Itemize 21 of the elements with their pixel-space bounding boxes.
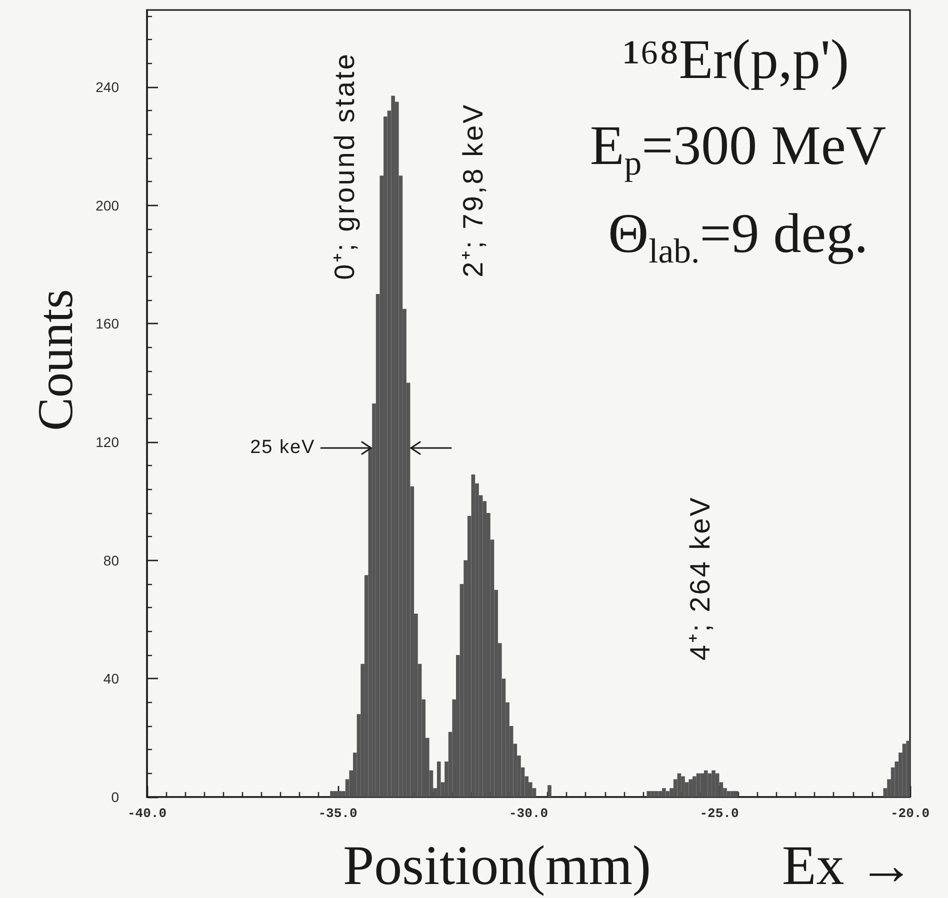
x-tick-label: -30.0 [508,806,548,821]
x-tick-label: -20.0 [890,806,930,821]
y-tick-label: 160 [96,316,120,332]
y-tick-label: 80 [103,552,120,568]
annotation: 0⁺; ground state [328,52,360,280]
y-tick-label: 40 [103,670,120,687]
y-tick-label: 0 [111,789,120,805]
annotation: 4⁺; 264 keV [684,495,715,660]
x-tick-label: -40.0 [127,806,167,821]
x-axis-title: Position(mm) [343,835,652,897]
x-tick-label: -25.0 [700,806,739,821]
x-tick-label: -35.0 [318,806,358,821]
text: E$_{p}$=300 MeV Θ$_{lab.}$=9 deg. [590,114,886,272]
y-tick-label: 120 [96,434,120,450]
annotation: 2⁺; 79,8 keV [456,102,488,277]
chart-title: ¹⁶⁸Er(p,p') [623,29,850,91]
y-tick-label: 200 [96,197,120,214]
y-tick-label: 240 [96,78,120,95]
text: Ex → [782,835,914,897]
y-axis-title: Counts [26,289,83,431]
annotation: 25 keV [250,437,316,458]
